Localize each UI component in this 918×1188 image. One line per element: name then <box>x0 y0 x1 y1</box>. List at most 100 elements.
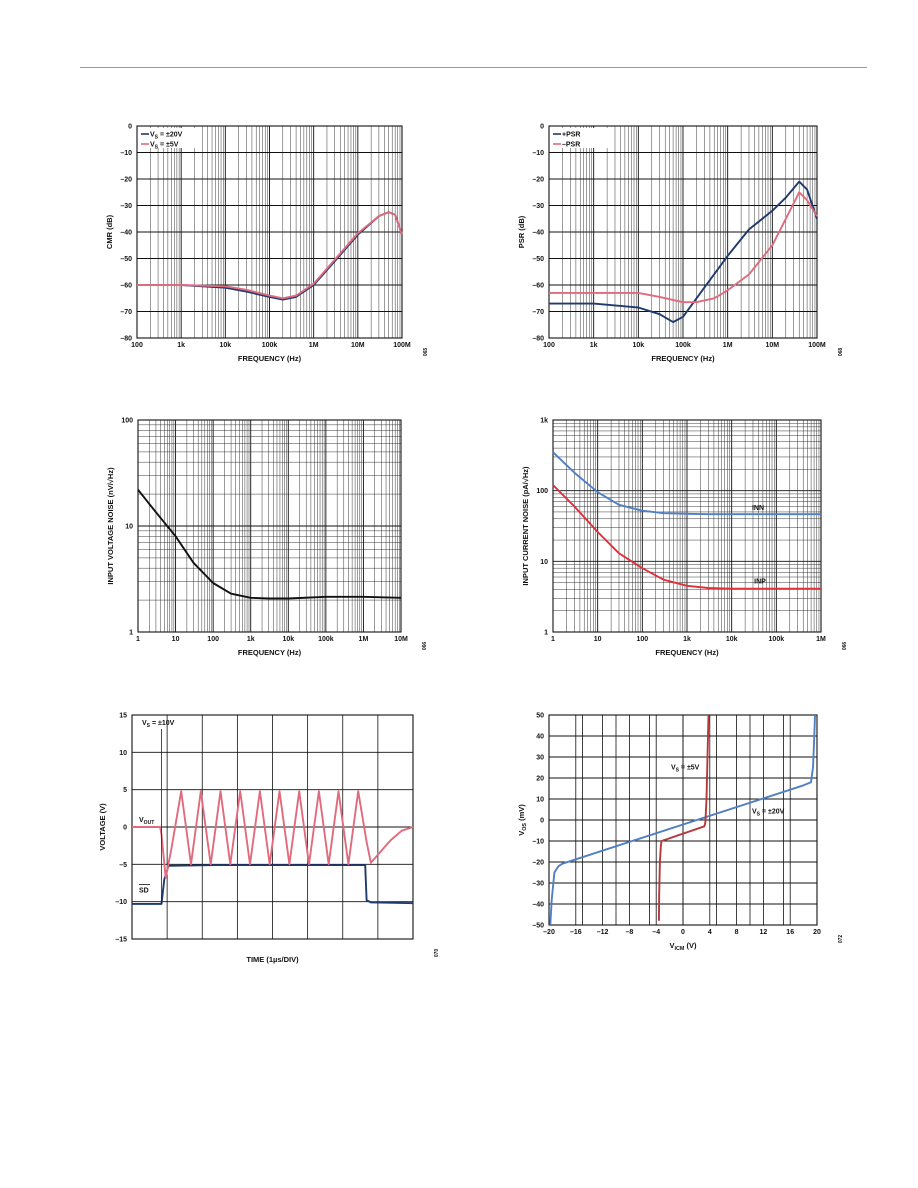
x-tick-label: 100k <box>262 342 278 349</box>
x-tick-label: 0 <box>681 929 685 936</box>
grid <box>548 714 818 926</box>
y-axis-label: CMR (dB) <box>105 214 114 249</box>
y-tick-label: 1 <box>544 630 548 637</box>
y-tick-label: –30 <box>532 203 544 210</box>
x-tick-label: 100 <box>636 636 648 643</box>
y-tick-label: –10 <box>532 839 544 846</box>
legend-box <box>551 128 609 148</box>
vs5-label: VS = ±5V <box>671 765 700 774</box>
figure-number: 066 <box>842 642 848 651</box>
x-tick-label: 1k <box>590 342 598 349</box>
series-line-2 <box>137 211 403 300</box>
x-tick-label: –4 <box>652 929 660 936</box>
y-tick-label: –30 <box>120 203 132 210</box>
x-tick-label: 100 <box>207 636 219 643</box>
x-tick-label: 20 <box>813 929 821 936</box>
x-tick-label: 100k <box>769 636 785 643</box>
x-axis-label: TIME (1µs/DIV) <box>246 955 299 964</box>
x-tick-label: –16 <box>570 929 582 936</box>
grid <box>548 125 818 339</box>
y-tick-label: 10 <box>119 750 127 757</box>
x-tick-label: 100 <box>543 342 555 349</box>
x-tick-label: –20 <box>543 929 555 936</box>
y-tick-label: –10 <box>532 150 544 157</box>
offset-vs-common-mode-chart: –20 –16 –12 –8 –4 0 4 8 12 16 2050403020100–10–20–… <box>517 713 844 953</box>
x-tick-label: 10k <box>632 342 644 349</box>
x-axis-label: FREQUENCY (Hz) <box>651 354 715 363</box>
x-tick-label: 10k <box>219 342 231 349</box>
psr-vs-frequency-chart: 100 1k 10k 100k 1M 10M 100M 0 –10 –20 –30 –40 –50 –60… <box>517 124 844 364</box>
grid <box>137 419 402 633</box>
y-tick-label: 100 <box>536 488 548 495</box>
legend-label: VS = ±20V <box>150 132 183 141</box>
vs20-label: VS = ±20V <box>752 809 785 818</box>
y-tick-label: –40 <box>532 902 544 909</box>
sd-label: SD <box>139 887 149 894</box>
x-tick-label: 1 <box>136 636 140 643</box>
x-tick-label: 1M <box>723 342 733 349</box>
plot-frame <box>548 125 818 339</box>
y-tick-label: –10 <box>115 899 127 906</box>
x-tick-label: 4 <box>708 929 712 936</box>
y-tick-label: 1k <box>540 418 548 425</box>
y-tick-label: –70 <box>120 309 132 316</box>
y-axis-label: INPUT VOLTAGE NOISE (nV/√Hz) <box>106 467 115 585</box>
y-tick-label: –20 <box>532 860 544 867</box>
y-axis-label: VOS (mV) <box>517 804 528 836</box>
x-tick-label: 10M <box>351 342 365 349</box>
y-tick-label: 0 <box>540 818 544 825</box>
x-axis-label: FREQUENCY (Hz) <box>238 648 302 657</box>
x-tick-label: 100M <box>808 342 826 349</box>
x-tick-label: 8 <box>735 929 739 936</box>
x-axis-label: FREQUENCY (Hz) <box>238 354 302 363</box>
x-tick-label: 10M <box>766 342 780 349</box>
y-tick-label: 0 <box>128 124 132 131</box>
y-tick-label: –80 <box>120 336 132 343</box>
x-tick-label: 12 <box>760 929 768 936</box>
y-tick-label: 0 <box>540 124 544 131</box>
y-tick-label: –5 <box>119 862 127 869</box>
x-tick-label: 1k <box>247 636 255 643</box>
vout-label: VOUT <box>139 817 155 826</box>
x-tick-label: –8 <box>626 929 634 936</box>
series-line-2 <box>132 790 414 879</box>
x-tick-label: 100 <box>131 342 143 349</box>
x-tick-label: 10M <box>394 636 408 643</box>
series-line-1 <box>552 451 821 516</box>
y-tick-label: –80 <box>532 336 544 343</box>
legend-box <box>139 128 197 148</box>
y-tick-label: –60 <box>120 283 132 290</box>
y-tick-label: –40 <box>532 230 544 237</box>
header-rule <box>80 67 867 68</box>
shutdown-transient-chart: 15 10 5 0 –5 –10 –15 TIME (1µs/DIV) VOLTAGE (V) 0… <box>98 713 440 965</box>
annotation-inn: INN <box>752 505 764 512</box>
series-line-2 <box>549 191 818 304</box>
condition-label: VS = ±10V <box>142 720 175 729</box>
y-axis-label: INPUT CURRENT NOISE (pA/√Hz) <box>521 466 530 586</box>
plot-frame <box>137 419 402 633</box>
legend-label: +PSR <box>562 132 580 139</box>
x-axis-label: FREQUENCY (Hz) <box>655 648 719 657</box>
series-line-2 <box>552 484 821 590</box>
figure-number: 068 <box>838 348 844 357</box>
x-tick-label: 10 <box>172 636 180 643</box>
x-tick-label: 1 <box>551 636 555 643</box>
legend-label: VS = ±5V <box>150 142 179 151</box>
y-tick-label: 10 <box>536 797 544 804</box>
cmr-vs-frequency-chart: 100 1k 10k 100k 1M 10M 100M 0 –10 –20 –30 –40 –50 –60… <box>105 124 429 364</box>
annotation-inp: INP <box>754 579 766 586</box>
y-tick-label: 15 <box>119 713 127 720</box>
plot-frame <box>548 714 818 926</box>
x-tick-label: –12 <box>597 929 609 936</box>
series-line-2 <box>657 714 710 921</box>
y-tick-label: –20 <box>532 177 544 184</box>
x-tick-label: 1M <box>359 636 369 643</box>
y-tick-label: 20 <box>536 776 544 783</box>
y-axis-label: PSR (dB) <box>517 215 526 248</box>
x-tick-label: 1k <box>177 342 185 349</box>
y-tick-label: 0 <box>123 825 127 832</box>
figure-number: 070 <box>434 949 440 958</box>
y-tick-label: –70 <box>532 309 544 316</box>
series-line-1 <box>549 180 818 324</box>
y-tick-label: 10 <box>540 559 548 566</box>
